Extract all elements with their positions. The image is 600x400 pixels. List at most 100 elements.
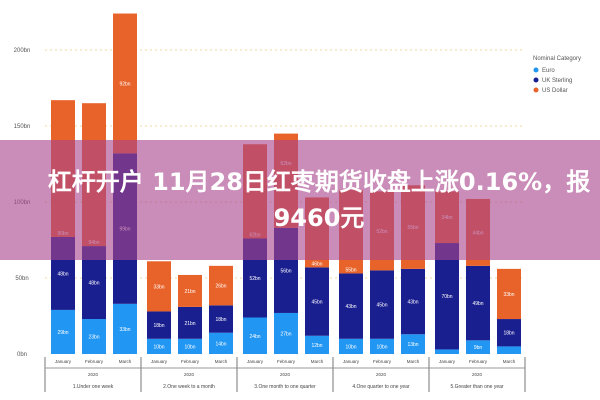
bar-segment — [370, 270, 394, 339]
data-label: 12bn — [311, 343, 322, 349]
data-label: 9bn — [474, 345, 483, 351]
group-label: 2.One week to a month — [163, 384, 215, 390]
bar-segment — [466, 265, 490, 341]
x-tick-label: March — [311, 359, 324, 364]
data-label: 18bn — [215, 317, 226, 323]
bar-segment — [82, 319, 106, 354]
year-label: 2020 — [280, 372, 291, 377]
data-label: 14bn — [215, 341, 226, 347]
data-label: 52bn — [249, 276, 260, 282]
y-tick-label: 200bn — [14, 48, 31, 54]
bar-segment — [113, 13, 137, 154]
bar-segment — [497, 319, 521, 347]
bar-segment — [178, 338, 202, 354]
data-label: 21bn — [184, 289, 195, 295]
caption-text: 杠杆开户 11月28日红枣期货收盘上涨0.16%，报9460元 — [47, 168, 591, 232]
data-label: 18bn — [503, 331, 514, 337]
legend-marker — [533, 77, 539, 83]
data-label: 10bn — [184, 344, 195, 350]
bar-segment — [401, 268, 425, 335]
y-tick-label: 50bn — [15, 276, 28, 282]
bar-segment — [178, 274, 202, 307]
data-label: 10bn — [153, 344, 164, 350]
group-label: 4.One quarter to one year — [352, 384, 410, 390]
data-label: 33bn — [503, 292, 514, 298]
data-label: 24bn — [249, 334, 260, 340]
data-label: 48bn — [57, 271, 68, 277]
x-tick-label: February — [373, 359, 392, 364]
group-label: 3.One month to one quarter — [254, 384, 316, 390]
year-label: 2020 — [472, 372, 483, 377]
data-label: 33bn — [153, 284, 164, 290]
bar-segment — [435, 349, 459, 354]
data-label: 23bn — [88, 335, 99, 341]
bar-segment — [274, 312, 298, 354]
legend-entry: Euro — [542, 68, 555, 74]
x-tick-label: February — [181, 359, 200, 364]
data-label: 21bn — [184, 321, 195, 327]
group-label: 1.Under one week — [73, 384, 114, 390]
bar-segment — [435, 243, 459, 350]
x-tick-label: January — [439, 359, 456, 364]
data-label: 33bn — [119, 327, 130, 333]
data-label: 46bn — [311, 261, 322, 267]
data-label: 55bn — [345, 267, 356, 273]
bar-segment — [497, 346, 521, 354]
year-label: 2020 — [88, 372, 99, 377]
data-label: 92bn — [119, 81, 130, 87]
legend-marker — [533, 87, 539, 93]
caption-banner: 杠杆开户 11月28日红枣期货收盘上涨0.16%，报9460元 — [0, 140, 600, 260]
bar-segment — [209, 305, 233, 333]
data-label: 43bn — [345, 304, 356, 310]
bar-segment — [209, 332, 233, 354]
x-tick-label: January — [343, 359, 360, 364]
x-tick-label: March — [119, 359, 132, 364]
bar-segment — [339, 338, 363, 354]
group-label: 5.Greater than one year — [450, 384, 503, 390]
y-tick-label: 0bn — [17, 352, 27, 358]
data-label: 49bn — [472, 301, 483, 307]
bar-segment — [147, 311, 171, 339]
bar-segment — [113, 303, 137, 354]
x-tick-label: March — [503, 359, 516, 364]
data-label: 56bn — [280, 268, 291, 274]
data-label: 70bn — [441, 294, 452, 300]
data-label: 43bn — [407, 300, 418, 306]
legend-entry: UK Sterling — [542, 78, 572, 84]
data-label: 45bn — [311, 300, 322, 306]
x-tick-label: March — [407, 359, 420, 364]
data-label: 48bn — [88, 281, 99, 287]
data-label: 10bn — [376, 344, 387, 350]
bar-segment — [147, 261, 171, 312]
bar-segment — [497, 268, 521, 320]
bar-segment — [209, 265, 233, 306]
x-tick-label: January — [247, 359, 264, 364]
x-tick-label: February — [277, 359, 296, 364]
data-label: 45bn — [376, 303, 387, 309]
bar-segment — [243, 317, 267, 354]
bar-segment — [401, 334, 425, 354]
x-tick-label: February — [85, 359, 104, 364]
bar-segment — [370, 338, 394, 354]
data-label: 18bn — [153, 323, 164, 329]
bar-segment — [466, 340, 490, 354]
bar-segment — [51, 309, 75, 354]
bar-segment — [147, 338, 171, 354]
y-tick-label: 150bn — [14, 124, 31, 130]
data-label: 13bn — [407, 342, 418, 348]
year-label: 2020 — [376, 372, 387, 377]
bar-segment — [339, 273, 363, 339]
legend-marker — [533, 67, 539, 73]
bar-segment — [178, 306, 202, 339]
x-tick-label: February — [469, 359, 488, 364]
data-label: 26bn — [215, 284, 226, 290]
data-label: 27bn — [280, 331, 291, 337]
bar-segment — [305, 335, 329, 354]
year-label: 2020 — [184, 372, 195, 377]
legend-title: Nominal Category — [533, 56, 581, 62]
bar-segment — [305, 267, 329, 336]
x-tick-label: January — [55, 359, 72, 364]
x-tick-label: March — [215, 359, 228, 364]
data-label: 29bn — [57, 330, 68, 336]
x-tick-label: January — [151, 359, 168, 364]
